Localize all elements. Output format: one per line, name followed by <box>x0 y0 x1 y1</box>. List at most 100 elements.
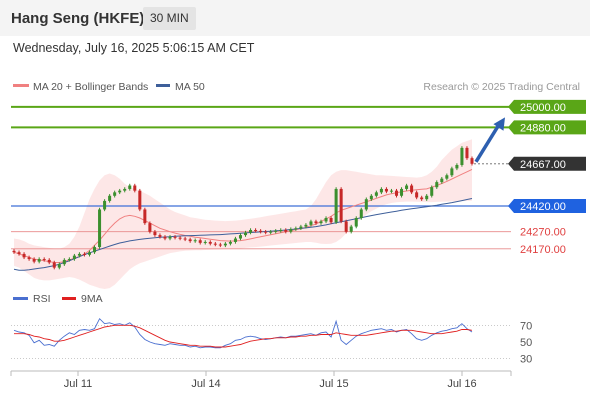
candle-body <box>213 243 217 245</box>
rsi-ma-line <box>14 324 473 348</box>
candle-body <box>329 218 333 223</box>
candle-body <box>133 185 137 191</box>
candle-body <box>72 255 76 260</box>
candle-body <box>269 231 273 233</box>
candle-body <box>339 188 343 222</box>
candle-body <box>218 244 222 246</box>
candle-body <box>12 250 16 253</box>
legend-swatch-ma20 <box>13 84 29 87</box>
candle-body <box>123 188 127 191</box>
level-label-resistance: 25000.00 <box>520 102 566 114</box>
rsi-tick-label: 30 <box>520 354 532 366</box>
candle-body <box>394 190 399 196</box>
candle-body <box>198 240 202 243</box>
level-label-intermediate: 24170.00 <box>520 244 566 256</box>
candle-body <box>470 158 474 164</box>
candle-body <box>138 190 142 210</box>
chart-header: Hang Seng (HKFE) 30 MIN <box>0 0 590 36</box>
trend-arrow-head <box>493 117 505 131</box>
candle-body <box>294 228 298 230</box>
candle-body <box>98 209 102 248</box>
candle-body <box>319 221 323 224</box>
candle-body <box>274 230 278 232</box>
candle-body <box>400 188 404 196</box>
candle-body <box>163 236 167 239</box>
interval-selector[interactable]: 30 MIN <box>143 7 196 30</box>
candle-body <box>42 259 46 261</box>
trend-arrow-shaft <box>474 120 503 163</box>
candle-body <box>425 195 429 200</box>
legend-label-rsi: RSI <box>33 293 51 305</box>
candle-body <box>309 221 313 225</box>
candle-body <box>238 235 242 239</box>
candle-body <box>299 226 303 229</box>
candle-body <box>430 187 434 196</box>
candle-body <box>32 259 36 262</box>
candle-body <box>254 229 258 231</box>
candle-body <box>450 168 454 176</box>
candle-body <box>47 259 51 263</box>
candle-body <box>103 200 107 210</box>
candle-body <box>17 252 21 254</box>
candle-body <box>178 237 182 239</box>
candle-body <box>173 236 177 238</box>
candle-body <box>148 223 152 232</box>
candle-body <box>208 241 212 244</box>
candle-body <box>203 241 207 243</box>
level-tag-support <box>508 199 586 214</box>
candle-body <box>82 253 86 255</box>
level-tag-current <box>508 156 586 171</box>
candle-body <box>349 226 353 232</box>
candle-body <box>228 241 232 244</box>
candle-body <box>244 232 248 236</box>
legend-label-ma20: MA 20 + Bollinger Bands <box>33 81 148 93</box>
x-tick-label: Jul 15 <box>319 378 348 390</box>
rsi-tick-label: 50 <box>520 337 532 349</box>
candle-body <box>193 240 197 242</box>
candle-body <box>324 218 328 222</box>
candle-body <box>389 190 393 192</box>
level-tag-resistance <box>508 99 586 114</box>
candle-body <box>284 229 288 232</box>
candle-body <box>415 192 419 198</box>
level-labels: 25000.00 24880.00 24667.00 24420.00 24270.00… <box>508 99 586 256</box>
candle-body <box>233 238 237 242</box>
level-label-current: 24667.00 <box>520 159 566 171</box>
candle-body <box>108 195 112 201</box>
x-tick-label: Jul 11 <box>64 378 93 390</box>
report-datetime: Wednesday, July 16, 2025 5:06:15 AM CET <box>13 41 255 55</box>
candle-body <box>374 192 378 196</box>
candle-body <box>455 164 459 169</box>
candle-body <box>289 229 293 232</box>
candle-body <box>77 253 81 256</box>
candle-body <box>435 182 439 188</box>
candle-body <box>259 230 263 232</box>
trend-arrow <box>474 117 505 163</box>
x-tick-label: Jul 14 <box>191 378 220 390</box>
candle-body <box>188 239 192 242</box>
candle-body <box>113 192 117 196</box>
candle-body <box>379 188 383 193</box>
candle-body <box>364 199 368 210</box>
legend-label-ma50: MA 50 <box>175 81 205 93</box>
bollinger-band-area <box>14 139 472 289</box>
candle-body <box>369 195 373 200</box>
instrument-title: Hang Seng (HKFE) <box>11 10 145 27</box>
candle-body <box>334 188 338 223</box>
x-tick-label: Jul 16 <box>447 378 476 390</box>
candle-body <box>440 178 444 183</box>
candle-body <box>62 259 66 265</box>
candle-body <box>67 259 71 261</box>
candle-body <box>27 257 31 260</box>
research-credit: Research © 2025 Trading Central <box>423 81 580 93</box>
candle-body <box>465 147 469 159</box>
legend-swatch-9ma <box>62 297 76 300</box>
candle-body <box>57 264 61 268</box>
candle-body <box>304 224 308 227</box>
candle-body <box>279 229 283 231</box>
candle-body <box>344 221 348 232</box>
candle-body <box>223 243 227 246</box>
candle-body <box>460 147 464 165</box>
legend-swatch-ma50 <box>156 84 170 87</box>
candlesticks <box>12 146 474 270</box>
